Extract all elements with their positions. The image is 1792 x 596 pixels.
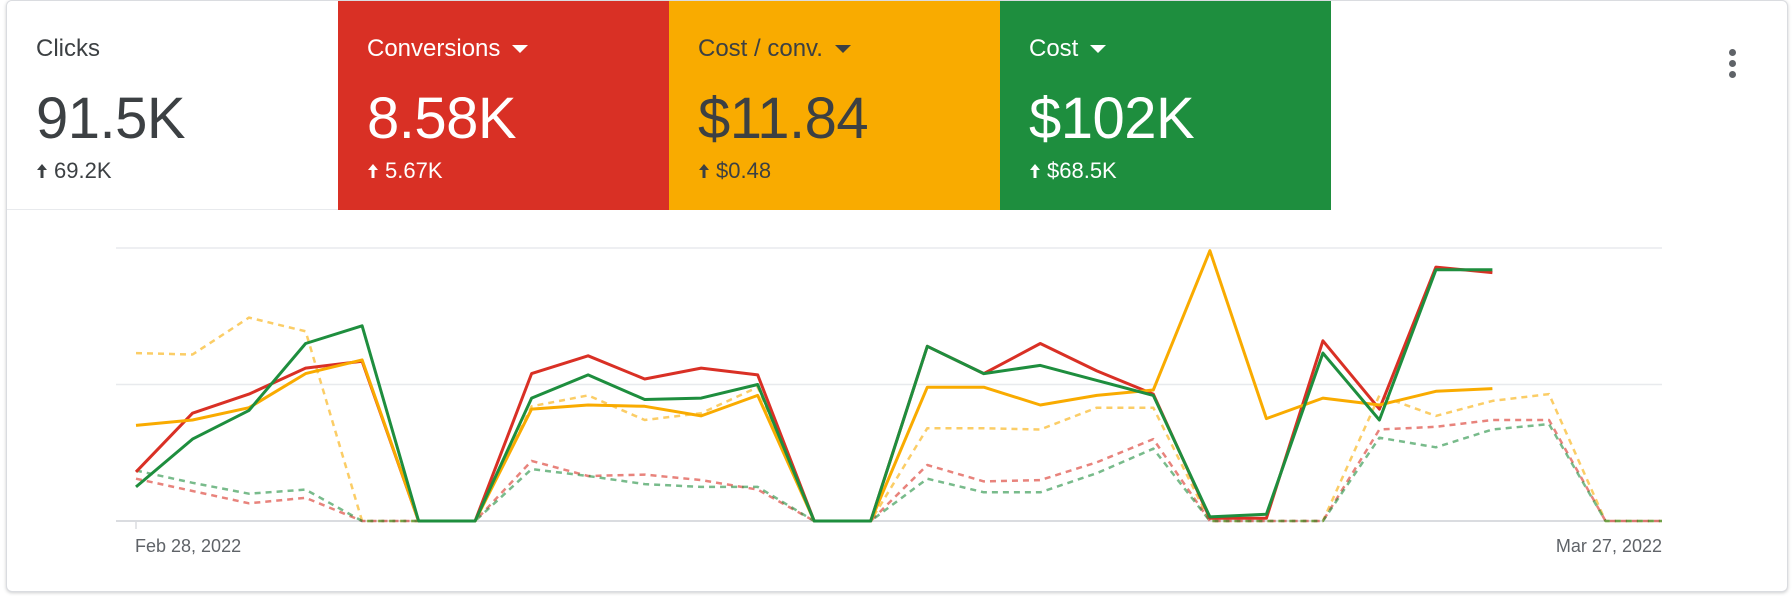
dropdown-arrow-icon[interactable] [1090,45,1107,53]
line-chart: Feb 28, 2022 Mar 27, 2022 [116,247,1662,556]
metric-label: Conversions [367,35,501,62]
arrow-up-icon [1030,164,1040,178]
series-line-1[interactable] [134,265,1493,523]
metric-tile-conversions[interactable]: Conversions 8.58K 5.67K [338,1,669,210]
metric-tile-clicks[interactable]: Clicks 91.5K 69.2K [7,1,338,210]
metric-label: Cost [1029,35,1079,62]
performance-card: Clicks 91.5K 69.2K Conversions 8.58K 5.6… [6,0,1788,592]
arrow-up-icon [699,164,709,178]
series-line-4-previous[interactable] [135,316,1662,523]
arrow-up-icon [368,164,378,178]
metric-label: Cost / conv. [698,35,823,62]
metric-tiles: Clicks 91.5K 69.2K Conversions 8.58K 5.6… [7,1,1331,210]
series-line-6-previous[interactable] [135,422,1662,523]
metric-tile-cost-per-conv[interactable]: Cost / conv. $11.84 $0.48 [669,1,1000,210]
series-line-3[interactable] [135,268,1493,523]
x-tick-label-end: Mar 27, 2022 [1556,536,1662,556]
arrow-up-icon [37,164,47,178]
metric-value: 91.5K [36,86,186,151]
metric-value: $102K [1029,86,1195,151]
metric-delta: $0.48 [716,158,772,183]
x-tick-label-start: Feb 28, 2022 [135,536,241,556]
metric-value: $11.84 [698,86,869,151]
metric-delta: 69.2K [54,158,112,183]
metric-label: Clicks [36,35,100,62]
metric-delta: 5.67K [385,158,443,183]
series-line-2[interactable] [135,249,1493,523]
more-vert-icon[interactable] [1729,49,1737,83]
metric-delta: $68.5K [1047,158,1117,183]
dropdown-arrow-icon[interactable] [834,45,851,53]
metric-value: 8.58K [367,86,517,151]
metric-tile-cost[interactable]: Cost $102K $68.5K [1000,1,1331,210]
series-line-5-previous[interactable] [135,418,1662,523]
dropdown-arrow-icon[interactable] [512,45,529,53]
